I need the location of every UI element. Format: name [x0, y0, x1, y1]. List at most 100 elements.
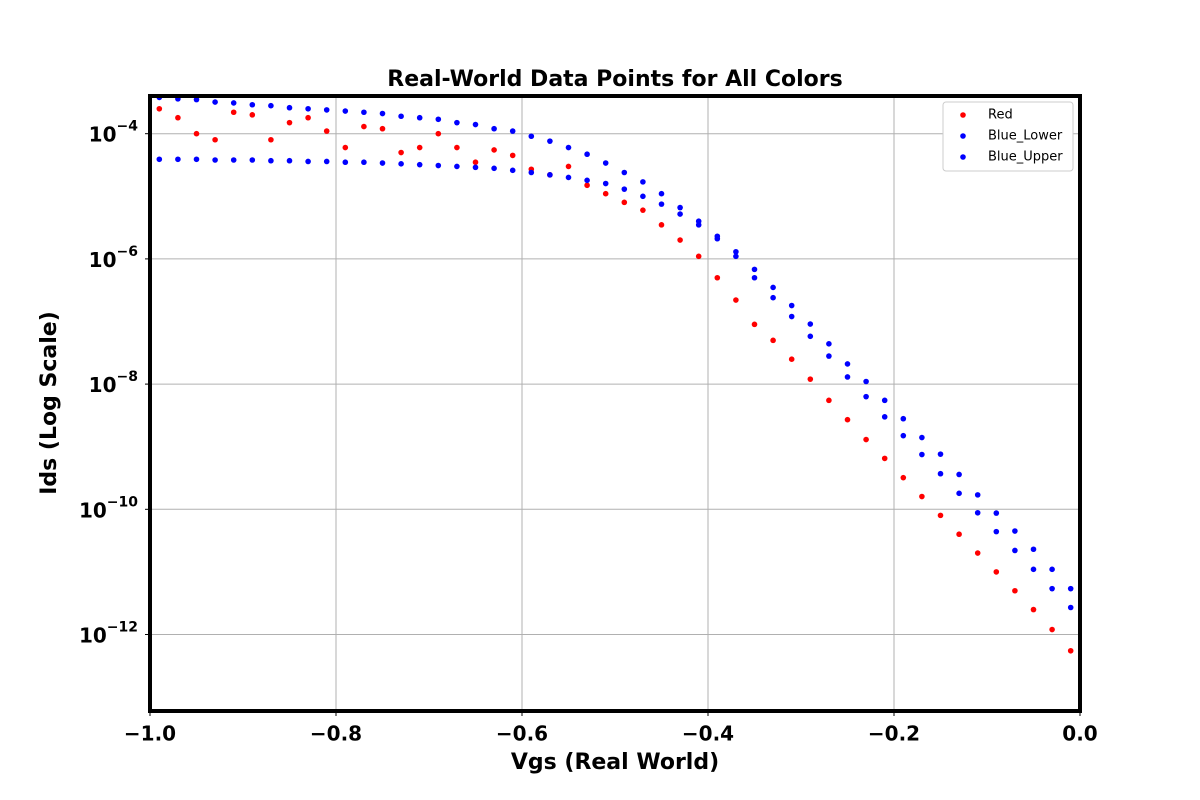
- point: [193, 96, 200, 103]
- point: [175, 114, 181, 121]
- point: [1049, 626, 1055, 633]
- point: [565, 174, 572, 181]
- point: [640, 207, 646, 213]
- point: [416, 114, 423, 121]
- point: [956, 490, 962, 497]
- point: [826, 341, 832, 347]
- point: [1049, 585, 1055, 592]
- legend-marker: [960, 133, 966, 139]
- point: [714, 233, 721, 240]
- point: [751, 274, 758, 281]
- point: [584, 177, 590, 184]
- legend-box: [942, 101, 1074, 172]
- point: [323, 128, 330, 134]
- point: [658, 201, 665, 207]
- point: [695, 218, 702, 225]
- point: [342, 108, 349, 114]
- point: [602, 180, 609, 187]
- point: [509, 167, 516, 174]
- y-tick-label: 10−10: [79, 494, 138, 522]
- point: [974, 492, 981, 498]
- x-tick-label: −1.0: [124, 722, 176, 746]
- point: [454, 119, 460, 126]
- point: [398, 161, 404, 167]
- point: [305, 105, 311, 112]
- point: [212, 136, 218, 143]
- point: [677, 211, 683, 217]
- point: [379, 160, 386, 166]
- point: [733, 248, 739, 255]
- point: [379, 125, 386, 132]
- point: [342, 144, 349, 151]
- point: [584, 182, 590, 189]
- point: [863, 378, 869, 385]
- point: [286, 104, 293, 111]
- point: [416, 161, 423, 168]
- x-tick-label: −0.8: [310, 722, 362, 746]
- point: [175, 156, 181, 163]
- point: [658, 190, 665, 197]
- point: [770, 337, 776, 344]
- point: [807, 321, 814, 327]
- point: [844, 361, 851, 367]
- point: [435, 162, 442, 169]
- point: [1030, 606, 1037, 613]
- point: [677, 204, 683, 211]
- point: [863, 436, 869, 443]
- chart-title: Real-World Data Points for All Colors: [387, 67, 842, 92]
- point: [621, 186, 628, 192]
- point: [844, 374, 851, 380]
- point: [565, 144, 572, 151]
- point: [695, 253, 702, 260]
- point: [491, 165, 497, 172]
- point: [249, 157, 256, 163]
- point: [919, 434, 925, 441]
- point: [509, 152, 516, 159]
- point: [714, 274, 721, 281]
- point: [193, 130, 200, 137]
- point: [751, 321, 758, 328]
- point: [547, 172, 553, 178]
- point: [230, 100, 237, 106]
- point: [658, 222, 665, 228]
- point: [230, 109, 237, 116]
- point: [249, 112, 256, 118]
- point: [919, 493, 925, 500]
- point: [1012, 528, 1018, 534]
- point: [621, 169, 628, 176]
- point: [1049, 566, 1055, 573]
- y-axis-label: Ids (Log Scale): [37, 311, 62, 495]
- point: [249, 101, 256, 108]
- point: [993, 528, 1000, 535]
- point: [193, 156, 200, 163]
- point: [900, 474, 907, 481]
- x-tick-label: 0.0: [1062, 722, 1097, 746]
- point: [398, 113, 404, 120]
- point: [788, 356, 795, 362]
- point: [379, 110, 386, 117]
- point: [230, 157, 237, 163]
- point: [212, 157, 218, 163]
- point: [1067, 604, 1074, 611]
- point: [435, 116, 442, 123]
- point: [621, 199, 628, 206]
- point: [881, 414, 888, 420]
- point: [323, 107, 330, 113]
- point: [1030, 546, 1037, 553]
- point: [305, 158, 311, 165]
- point: [156, 156, 163, 163]
- point: [454, 144, 460, 151]
- legend-label: Red: [988, 108, 1013, 123]
- point: [1030, 566, 1037, 573]
- legend-label: Blue_Upper: [988, 150, 1063, 165]
- point: [547, 138, 553, 144]
- point: [435, 130, 442, 137]
- point: [361, 123, 367, 130]
- point: [844, 416, 851, 423]
- point: [491, 147, 497, 153]
- point: [1012, 547, 1018, 554]
- point: [361, 109, 367, 116]
- point: [993, 510, 1000, 516]
- x-tick-label: −0.4: [682, 722, 734, 746]
